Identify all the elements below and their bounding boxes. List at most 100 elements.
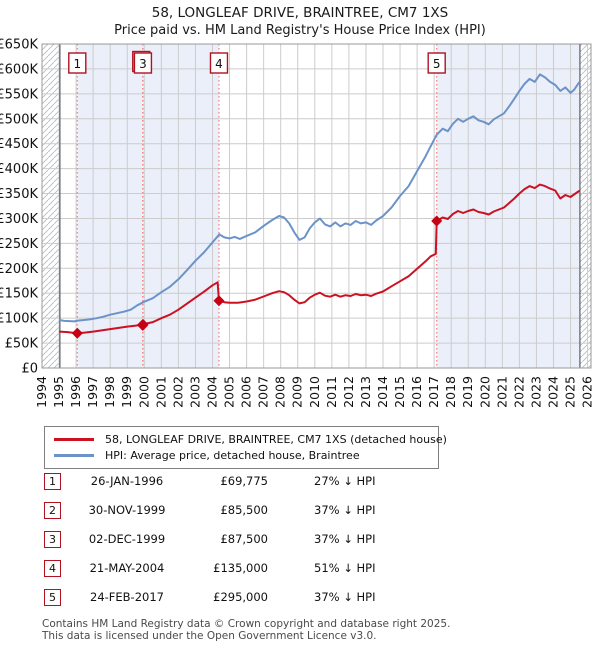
- y-tick-label: £550K: [0, 87, 38, 102]
- sale-date: 26-JAN-1996: [90, 474, 164, 488]
- table-row: 3 02-DEC-1999 £87,500 37% ↓ HPI: [44, 531, 444, 548]
- x-tick-label: 2021: [494, 376, 509, 408]
- sale-label-box: [68, 52, 87, 74]
- x-tick-label: 2013: [358, 376, 373, 408]
- sale-date: 30-NOV-1999: [88, 503, 166, 517]
- legend-item-price: 58, LONGLEAF DRIVE, BRAINTREE, CM7 1XS (…: [45, 431, 447, 447]
- x-tick-label: 1998: [102, 376, 117, 408]
- ownership-period-shading: [436, 44, 580, 368]
- sale-price: £85,500: [220, 503, 268, 517]
- chart-legend: 58, LONGLEAF DRIVE, BRAINTREE, CM7 1XS (…: [44, 426, 447, 469]
- sale-price: £87,500: [220, 532, 268, 546]
- hpi-line-swatch: [54, 453, 94, 457]
- price-line-swatch: [54, 437, 94, 441]
- license-line-1: Contains HM Land Registry data © Crown c…: [42, 618, 451, 630]
- sale-label-number: 3: [139, 57, 147, 71]
- x-tick-label: 2025: [563, 376, 578, 408]
- x-tick-label: 2019: [460, 376, 475, 408]
- sale-date: 21-MAY-2004: [89, 561, 165, 575]
- legend-label: HPI: Average price, detached house, Brai…: [105, 448, 360, 462]
- x-tick-label: 2017: [426, 376, 441, 408]
- y-tick-label: £250K: [0, 237, 38, 252]
- y-tick-label: £600K: [0, 62, 38, 77]
- ownership-period-shading: [77, 44, 219, 368]
- x-tick-label: 2007: [256, 376, 271, 408]
- x-tick-label: 2014: [375, 376, 390, 408]
- sale-label-box: [133, 52, 153, 74]
- sale-price: £295,000: [213, 590, 268, 604]
- sales-table: 1 26-JAN-1996 £69,775 27% ↓ HPI 2 30-NOV…: [44, 473, 444, 618]
- x-tick-label: 2009: [290, 376, 305, 408]
- sale-hpi-delta: 37% ↓ HPI: [314, 503, 376, 517]
- sale-date: 02-DEC-1999: [88, 532, 166, 546]
- y-tick-label: £200K: [0, 262, 38, 277]
- price-chart: 1 3 4 5 £0 £50K £100K £150K £200K £250K £300K £350K…: [0, 38, 595, 408]
- plot-frame: [41, 43, 592, 369]
- y-tick-label: £650K: [0, 38, 38, 53]
- y-tick-label: £150K: [0, 287, 38, 302]
- y-tick-label: £300K: [0, 212, 38, 227]
- sale-hpi-delta: 37% ↓ HPI: [314, 532, 376, 546]
- x-tick-label: 2002: [170, 376, 185, 408]
- x-tick-label: 1994: [34, 376, 49, 408]
- y-tick-label: £350K: [0, 187, 38, 202]
- page-subtitle: Price paid vs. HM Land Registry's House …: [114, 23, 486, 38]
- license-line-2: This data is licensed under the Open Gov…: [42, 629, 377, 642]
- y-tick-label: £450K: [0, 137, 38, 152]
- table-row: 2 30-NOV-1999 £85,500 37% ↓ HPI: [44, 502, 444, 519]
- x-tick-label: 1997: [85, 376, 100, 408]
- legend-item-hpi: HPI: Average price, detached house, Brai…: [45, 447, 438, 463]
- sale-number-badge: 2: [44, 502, 61, 519]
- x-tick-label: 2010: [307, 376, 322, 408]
- y-tick-label: £0: [21, 362, 38, 377]
- no-data-hatch: [579, 44, 591, 368]
- hpi-line: [58, 73, 581, 323]
- sale-label-number: 4: [215, 57, 223, 71]
- x-tick-label: 2018: [443, 376, 458, 408]
- sale-marker: [431, 215, 443, 227]
- x-tick-label: 2023: [528, 376, 543, 408]
- x-tick-label: 2022: [511, 376, 526, 408]
- no-data-hatch: [42, 44, 60, 368]
- x-tick-label: 2026: [580, 376, 595, 408]
- page-title: 58, LONGLEAF DRIVE, BRAINTREE, CM7 1XS: [151, 5, 449, 21]
- sale-label-box: [427, 52, 446, 74]
- sale-marker: [213, 295, 225, 307]
- sale-marker: [71, 327, 83, 339]
- x-tick-label: 2024: [545, 376, 560, 408]
- price-paid-line: [58, 183, 581, 335]
- x-tick-label: 1999: [119, 376, 134, 408]
- x-tick-label: 2020: [477, 376, 492, 408]
- sale-hpi-delta: 51% ↓ HPI: [314, 561, 376, 575]
- sale-number-badge: 4: [44, 560, 61, 577]
- x-tick-label: 2008: [273, 376, 288, 408]
- x-tick-label: 2015: [392, 376, 407, 408]
- license-note: Contains HM Land Registry data © Crown c…: [42, 618, 451, 642]
- y-tick-label: £500K: [0, 112, 38, 127]
- y-tick-label: £50K: [5, 337, 39, 352]
- x-tick-label: 2003: [187, 376, 202, 408]
- table-row: 5 24-FEB-2017 £295,000 37% ↓ HPI: [44, 589, 444, 606]
- x-tick-label: 2012: [341, 376, 356, 408]
- sale-number-badge: 3: [44, 531, 61, 548]
- sale-number-badge: 1: [44, 473, 61, 490]
- sale-number-badge: 5: [44, 589, 61, 606]
- sale-label-number: 1: [73, 57, 81, 71]
- x-tick-label: 2016: [409, 376, 424, 408]
- table-row: 1 26-JAN-1996 £69,775 27% ↓ HPI: [44, 473, 444, 490]
- sale-label-box: [209, 52, 229, 74]
- x-tick-label: 2004: [204, 376, 219, 408]
- sale-date: 24-FEB-2017: [90, 590, 164, 604]
- sale-hpi-delta: 27% ↓ HPI: [314, 474, 376, 488]
- x-tick-label: 1995: [51, 376, 66, 408]
- sale-price: £69,775: [220, 474, 268, 488]
- x-tick-label: 2011: [324, 376, 339, 408]
- x-tick-label: 1996: [68, 376, 83, 408]
- y-tick-label: £100K: [0, 312, 38, 327]
- table-row: 4 21-MAY-2004 £135,000 51% ↓ HPI: [44, 560, 444, 577]
- x-tick-label: 2001: [153, 376, 168, 408]
- sale-price: £135,000: [213, 561, 268, 575]
- x-tick-label: 2000: [136, 376, 151, 408]
- y-tick-label: £400K: [0, 162, 38, 177]
